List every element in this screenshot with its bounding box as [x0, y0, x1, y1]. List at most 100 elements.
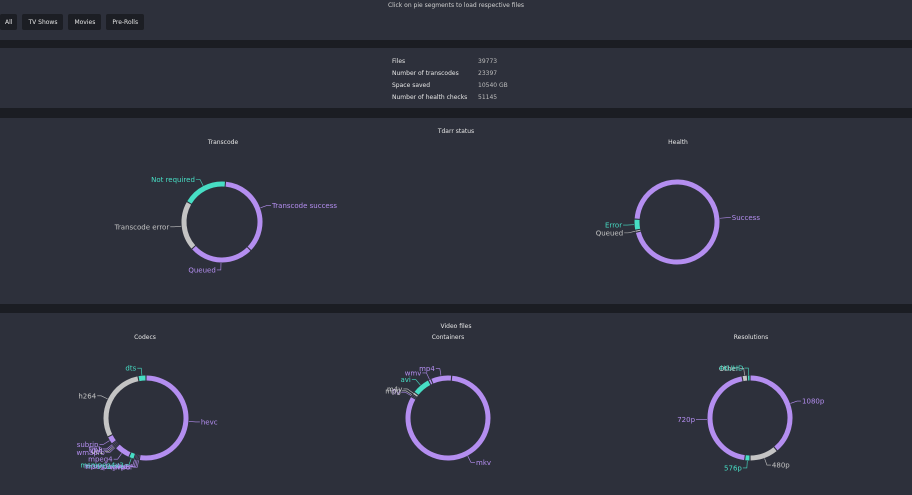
codecs-leader-wmv3 [131, 460, 138, 468]
transcode-donut[interactable]: Transcode success Queued Transcode error No… [114, 176, 338, 275]
stat-row-transcodes: Number of transcodes 23397 [392, 68, 508, 80]
codecs-label-subrip: subrip [77, 441, 99, 449]
codecs-label-wmv3: wmv3 [110, 463, 131, 471]
codecs-label-mpeg1video: mpeg1video [84, 463, 128, 471]
resolutions-slice-720p[interactable] [707, 376, 745, 461]
codecs-label-msmpeg4v2: msmpeg4v2 [86, 463, 130, 471]
containers-leader-mpg [402, 390, 413, 395]
filter-bar: All TV Shows Movies Pre-Rolls [0, 14, 145, 30]
stat-value: 39773 [478, 58, 498, 65]
resolutions-leader-4kuhd [744, 367, 749, 376]
health-leader-success [719, 217, 731, 219]
health-chart-title: Health [668, 139, 688, 146]
pie-hint-text: Click on pie segments to load respective… [387, 2, 525, 9]
codecs-leader-flv1 [102, 444, 113, 450]
codecs-leader-vc1 [104, 446, 115, 452]
codecs-label-msmpeg4v3: msmpeg4v3 [80, 461, 124, 469]
codecs-label-vp6f: vp6f [117, 464, 133, 472]
transcode-slice-transcode-success[interactable] [225, 181, 263, 251]
video-section-title: Video files [440, 323, 472, 330]
containers-slice-mkv[interactable] [405, 375, 491, 461]
filter-panel: Click on pie segments to load respective… [0, 0, 912, 40]
codecs-slice-mpeg4[interactable] [116, 444, 131, 457]
stats-table: Files 39773 Number of transcodes 23397 S… [392, 56, 508, 104]
codecs-donut[interactable]: hevc vp6fwmv3msmpeg4v2mpeg1videomsmpeg4v3… [77, 365, 218, 472]
resolutions-label-1080p: 1080p [802, 398, 825, 406]
health-slice-error[interactable] [634, 219, 641, 230]
transcode-label-not-required: Not required [151, 176, 195, 184]
codecs-leader-hevc [188, 421, 200, 423]
containers-slice-m4v[interactable] [413, 392, 418, 397]
resolutions-label-720p: 720p [677, 416, 695, 424]
codecs-leader-msmpeg4v2 [130, 459, 137, 467]
resolutions-slice-480p[interactable] [750, 447, 777, 461]
stat-row-files: Files 39773 [392, 56, 508, 68]
codecs-leader-dts [137, 367, 143, 376]
resolutions-leader-480p [764, 458, 771, 466]
codecs-slice-subrip[interactable] [108, 435, 116, 444]
codecs-leader-msmpeg4v3 [124, 458, 132, 466]
transcode-label-transcode-error: Transcode error [114, 223, 170, 231]
containers-slice-avi[interactable] [414, 380, 431, 395]
codecs-label-hevc: hevc [201, 418, 218, 426]
stat-label: Number of transcodes [392, 70, 459, 77]
codecs-slice-msmpeg4v3[interactable] [129, 452, 135, 459]
stat-value: 23397 [478, 70, 498, 77]
containers-leader-wmv [422, 372, 430, 380]
resolutions-label-other: Other [719, 365, 739, 373]
transcode-label-transcode-success: Transcode success [271, 202, 337, 210]
codecs-leader-h264 [97, 395, 108, 400]
status-panel: Tdarr status Transcode Health [0, 118, 912, 304]
codecs-label-dts: dts [125, 365, 136, 373]
transcode-slice-not-required[interactable] [187, 181, 225, 204]
containers-label-m4v: m4v [387, 385, 402, 393]
codecs-leader-vp6f [133, 460, 139, 468]
health-label-success: Success [732, 214, 761, 222]
filter-tv-shows-button[interactable]: TV Shows [22, 14, 64, 30]
transcode-leader-transcode-success [260, 205, 272, 209]
codecs-label-h264: h264 [78, 392, 96, 400]
codecs-label-mpeg4: mpeg4 [88, 456, 113, 464]
codecs-slice-hevc[interactable] [139, 375, 189, 461]
containers-label-flv: flv [392, 389, 401, 397]
filter-pre-rolls-button[interactable]: Pre-Rolls [106, 14, 145, 30]
codecs-slice-dts[interactable] [138, 375, 146, 382]
resolutions-leader-576p [742, 460, 748, 469]
codecs-slice-h264[interactable] [103, 376, 139, 437]
resolutions-leader-other [739, 368, 745, 376]
transcode-slice-transcode-error[interactable] [181, 202, 196, 249]
containers-label-avi: avi [400, 376, 410, 384]
filter-all-button[interactable]: All [0, 14, 18, 30]
stat-value: 10540 GB [478, 82, 508, 89]
resolutions-label-4kuhd: 4KUHD [719, 365, 744, 373]
health-leader-queued [624, 231, 636, 234]
stat-label: Files [392, 58, 406, 65]
stat-row-health-checks: Number of health checks 51145 [392, 92, 508, 104]
containers-leader-m4v [403, 388, 414, 394]
video-files-panel: Video files Containers Codecs Resolution… [0, 313, 912, 495]
transcode-slice-queued[interactable] [192, 245, 251, 263]
transcode-leader-transcode-error [170, 225, 182, 228]
containers-leader-mkv [467, 456, 476, 463]
codecs-leader-mpeg1video [128, 459, 135, 467]
containers-slice-mp4[interactable] [431, 375, 452, 384]
health-label-queued: Queued [596, 229, 623, 237]
filter-movies-button[interactable]: Movies [68, 14, 102, 30]
resolutions-label-480p: 480p [772, 462, 790, 470]
health-slice-success[interactable] [634, 179, 720, 265]
resolutions-label-576p: 576p [724, 464, 742, 472]
health-label-error: Error [605, 222, 622, 230]
transcode-leader-queued [216, 262, 222, 271]
containers-label-mkv: mkv [476, 459, 491, 467]
containers-leader-avi [411, 379, 421, 386]
resolutions-slice-1080p[interactable] [750, 375, 793, 451]
resolutions-chart-title: Resolutions [733, 334, 769, 341]
codecs-label-vp8: vp8 [90, 447, 103, 455]
stats-panel: Files 39773 Number of transcodes 23397 S… [0, 48, 912, 108]
containers-slice-wmv[interactable] [428, 379, 433, 385]
containers-label-wmv: wmv [405, 369, 422, 377]
